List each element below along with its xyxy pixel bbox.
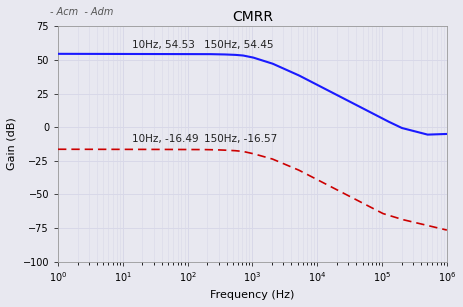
Text: 10Hz, -16.49: 10Hz, -16.49 [132, 134, 199, 144]
Text: 150Hz, -16.57: 150Hz, -16.57 [204, 134, 277, 144]
Title: CMRR: CMRR [232, 10, 273, 24]
X-axis label: Frequency (Hz): Frequency (Hz) [210, 290, 294, 300]
Text: - Acm  - Adm: - Acm - Adm [50, 7, 113, 17]
Y-axis label: Gain (dB): Gain (dB) [7, 118, 17, 170]
Text: 10Hz, 54.53: 10Hz, 54.53 [132, 40, 195, 50]
Text: 150Hz, 54.45: 150Hz, 54.45 [204, 40, 274, 50]
